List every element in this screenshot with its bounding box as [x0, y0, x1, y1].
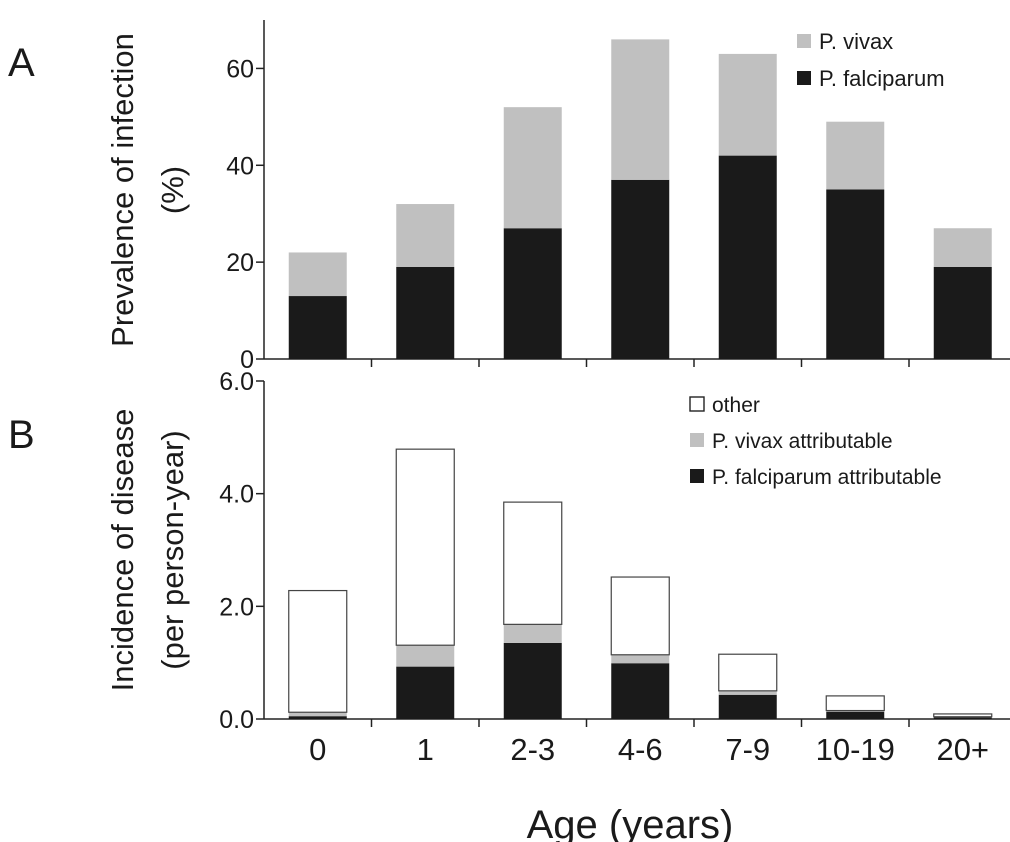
bar-p-falciparum-attributable-5: [826, 711, 885, 719]
legend-label: P. vivax attributable: [712, 430, 893, 453]
bar-other-0: [288, 589, 348, 713]
legend-swatch: [690, 433, 704, 447]
legend-label: P. falciparum attributable: [712, 466, 942, 489]
y-axis-label: Incidence of disease (per person-year): [105, 409, 190, 692]
y-tick-label: 20: [226, 249, 254, 277]
panel-label: B: [8, 413, 35, 457]
bar-p-falciparum-2: [503, 228, 562, 359]
y-tick-label: 0.0: [219, 706, 254, 734]
bar-p-vivax-2: [503, 107, 562, 229]
bar-p-falciparum-attributable-6: [933, 717, 992, 719]
y-axis-label-line: Prevalence of infection: [105, 33, 140, 347]
x-tick-label: 0: [309, 732, 326, 767]
bar-p-vivax-4: [718, 53, 777, 156]
legend-label: other: [712, 394, 760, 417]
bar-p-vivax-3: [611, 39, 670, 180]
y-tick-label: 4.0: [219, 481, 254, 509]
legend-label: P. falciparum: [819, 66, 945, 91]
panel-a: A Prevalence of infection (%) 0 20 40 60 P. viv…: [8, 20, 1010, 374]
legend-swatch: [797, 34, 811, 48]
x-tick-label: 4-6: [618, 732, 663, 767]
bar-p-falciparum-attributable-1: [396, 666, 455, 719]
bar-p-vivax-attributable-3: [611, 654, 670, 664]
bar-p-falciparum-attributable-4: [718, 694, 777, 719]
bar-other-5: [825, 695, 885, 712]
bar-p-falciparum-5: [826, 189, 885, 359]
bar-p-vivax-attributable-1: [396, 645, 455, 667]
bar-p-falciparum-1: [396, 266, 455, 359]
legend-label: P. vivax: [819, 29, 893, 54]
bar-other-3: [610, 576, 670, 656]
bar-p-falciparum-attributable-3: [611, 663, 670, 719]
bar-other-1: [395, 448, 455, 646]
y-tick-label: 2.0: [219, 593, 254, 621]
bar-p-falciparum-attributable-0: [288, 716, 347, 719]
bar-other-4: [718, 653, 778, 692]
bar-p-falciparum-0: [288, 296, 347, 359]
bar-p-falciparum-4: [718, 155, 777, 359]
bar-p-vivax-5: [826, 121, 885, 190]
bar-p-falciparum-3: [611, 179, 670, 359]
panel-b: B Incidence of disease (per person-year) 0.…: [8, 368, 1010, 734]
y-axis-label-line: (%): [155, 166, 190, 214]
y-axis-label: Prevalence of infection (%): [105, 33, 190, 347]
legend-swatch: [689, 396, 705, 412]
x-tick-label: 7-9: [725, 732, 770, 767]
y-axis-label-line: (per person-year): [155, 430, 190, 669]
bar-p-vivax-attributable-0: [288, 712, 347, 717]
x-tick-label: 1: [417, 732, 434, 767]
bar-p-vivax-attributable-2: [503, 624, 562, 643]
x-axis-label: Age (years): [527, 803, 734, 842]
bar-other-2: [503, 501, 563, 625]
bar-p-falciparum-6: [933, 266, 992, 359]
panel-label: A: [8, 41, 35, 85]
x-tick-label: 20+: [936, 732, 989, 767]
bar-p-vivax-0: [288, 252, 347, 297]
bar-p-falciparum-attributable-2: [503, 642, 562, 719]
bar-p-vivax-attributable-4: [718, 690, 777, 695]
bar-other-6: [933, 713, 993, 718]
y-tick-label: 60: [226, 55, 254, 83]
y-tick-label: 40: [226, 152, 254, 180]
x-tick-label: 10-19: [816, 732, 895, 767]
y-tick-label: 0: [240, 346, 254, 374]
bar-p-vivax-1: [396, 204, 455, 267]
y-tick-label: 6.0: [219, 368, 254, 396]
x-tick-label: 2-3: [510, 732, 555, 767]
y-axis-label-line: Incidence of disease: [105, 409, 140, 692]
legend-swatch: [690, 469, 704, 483]
legend-swatch: [797, 71, 811, 85]
bar-p-vivax-6: [933, 228, 992, 267]
